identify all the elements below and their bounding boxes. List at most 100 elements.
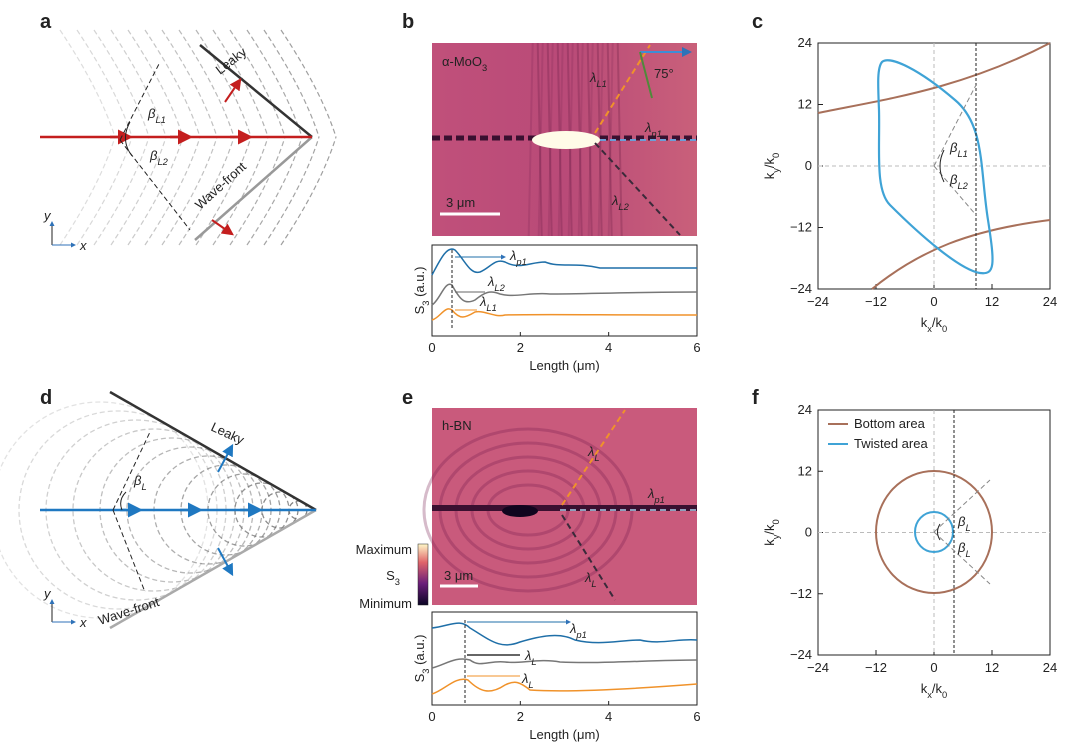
text-run: β bbox=[949, 172, 958, 187]
subscript: L2 bbox=[618, 202, 629, 212]
wavelength-label: λp1 bbox=[647, 486, 665, 505]
beta-label: βL bbox=[957, 514, 971, 533]
text-run: λ bbox=[584, 570, 591, 585]
line bbox=[933, 479, 991, 533]
twisted-area-curve bbox=[914, 511, 954, 553]
wave-arc bbox=[110, 29, 167, 138]
wave-arc bbox=[110, 136, 167, 246]
panel-label: e bbox=[402, 387, 413, 409]
y-tick-label: 0 bbox=[805, 158, 812, 173]
profile-curve bbox=[431, 308, 698, 321]
axis-label: y bbox=[43, 208, 52, 223]
bottom-area-curve bbox=[871, 219, 1051, 290]
subscript: L1 bbox=[486, 303, 496, 313]
text-run: S bbox=[386, 568, 395, 583]
line bbox=[561, 514, 616, 601]
subscript: 3 bbox=[395, 577, 400, 587]
subscript: L bbox=[965, 549, 970, 559]
x-tick-label: 0 bbox=[930, 294, 937, 309]
y-axis-title: S3 (a.u.) bbox=[412, 635, 431, 683]
twisted-area-curve bbox=[877, 59, 994, 275]
text-run: λ bbox=[611, 193, 618, 208]
profile-curve bbox=[431, 658, 698, 669]
text-run: λ bbox=[647, 486, 654, 501]
wave-arc bbox=[229, 29, 286, 138]
subscript: L2 bbox=[957, 181, 968, 191]
wavelength-label: λL1 bbox=[589, 70, 607, 89]
text-run: β bbox=[957, 514, 966, 529]
beta-label: βL2 bbox=[949, 172, 969, 191]
panel-label: c bbox=[752, 11, 763, 33]
legend-label: Twisted area bbox=[854, 436, 928, 451]
wave-arc bbox=[246, 136, 303, 246]
panel-label: b bbox=[402, 11, 414, 33]
wave-arc bbox=[263, 29, 320, 138]
wavelength-label: λL bbox=[584, 570, 597, 589]
profile-frame bbox=[431, 244, 698, 337]
line bbox=[933, 531, 991, 585]
line bbox=[199, 44, 313, 138]
axis-label: y bbox=[43, 586, 52, 601]
text-run: k bbox=[921, 315, 928, 330]
axis-label: x bbox=[79, 615, 87, 630]
axis-label: x bbox=[79, 238, 87, 253]
beta-label: βL bbox=[133, 473, 147, 492]
y-tick-label: 12 bbox=[798, 463, 812, 478]
x-tick-label: 2 bbox=[517, 340, 524, 355]
bottom-area-curve bbox=[875, 470, 993, 594]
colorbar-label: Maximum bbox=[356, 542, 412, 557]
beta-label: βL1 bbox=[949, 140, 968, 159]
wave-arc bbox=[127, 136, 184, 246]
x-tick-label: 0 bbox=[428, 340, 435, 355]
text-run: β bbox=[133, 473, 142, 488]
line bbox=[109, 508, 317, 630]
wavefront-label: Wave-front bbox=[96, 594, 161, 628]
x-tick-label: 0 bbox=[930, 660, 937, 675]
subscript: 0 bbox=[771, 153, 781, 158]
text-run: /k bbox=[932, 315, 943, 330]
wave-arc bbox=[76, 136, 133, 246]
y-axis-title: ky/k0 bbox=[762, 153, 781, 180]
subscript: L bbox=[591, 579, 596, 589]
subscript: L2 bbox=[494, 283, 505, 293]
material-label: α-MoO3 bbox=[442, 54, 487, 73]
angle-arc bbox=[120, 491, 127, 511]
wave-arc bbox=[212, 29, 269, 138]
x-tick-label: 0 bbox=[428, 709, 435, 724]
text-run: λ bbox=[524, 648, 531, 663]
text-run: λ bbox=[521, 671, 528, 686]
text-run: k bbox=[921, 681, 928, 696]
text-run: λ bbox=[587, 444, 594, 459]
subscript: L bbox=[594, 453, 599, 463]
wavefront-label: Wave-front bbox=[192, 159, 249, 213]
bottom-area-curve bbox=[817, 42, 1051, 114]
angle-label: 75° bbox=[654, 66, 674, 81]
line bbox=[217, 547, 234, 577]
subscript: p1 bbox=[575, 630, 586, 640]
text-run: λ bbox=[479, 294, 486, 309]
text-run: β bbox=[149, 148, 158, 163]
angle-arc bbox=[937, 523, 941, 541]
text-run: /k bbox=[932, 681, 943, 696]
y-tick-label: −12 bbox=[790, 220, 812, 235]
wave-arc bbox=[76, 29, 133, 138]
x-tick-label: 6 bbox=[693, 340, 700, 355]
line bbox=[112, 509, 146, 593]
line bbox=[112, 431, 151, 511]
y-tick-label: 12 bbox=[798, 97, 812, 112]
wave-arc bbox=[93, 29, 150, 138]
wavelength-label: λL bbox=[524, 648, 537, 667]
wave-arc bbox=[127, 29, 184, 138]
angle-arc bbox=[939, 149, 945, 183]
subscript: 0 bbox=[771, 519, 781, 524]
angle-arc bbox=[125, 121, 133, 157]
x-tick-label: 12 bbox=[985, 294, 999, 309]
panel-label: d bbox=[40, 387, 52, 409]
wave-arc bbox=[161, 29, 218, 138]
profile-curve bbox=[431, 622, 698, 646]
y-tick-label: 24 bbox=[798, 402, 812, 417]
wave-arc bbox=[246, 29, 303, 138]
y-tick-label: −12 bbox=[790, 586, 812, 601]
subscript: L bbox=[531, 657, 536, 667]
text-run: λ bbox=[509, 248, 516, 263]
